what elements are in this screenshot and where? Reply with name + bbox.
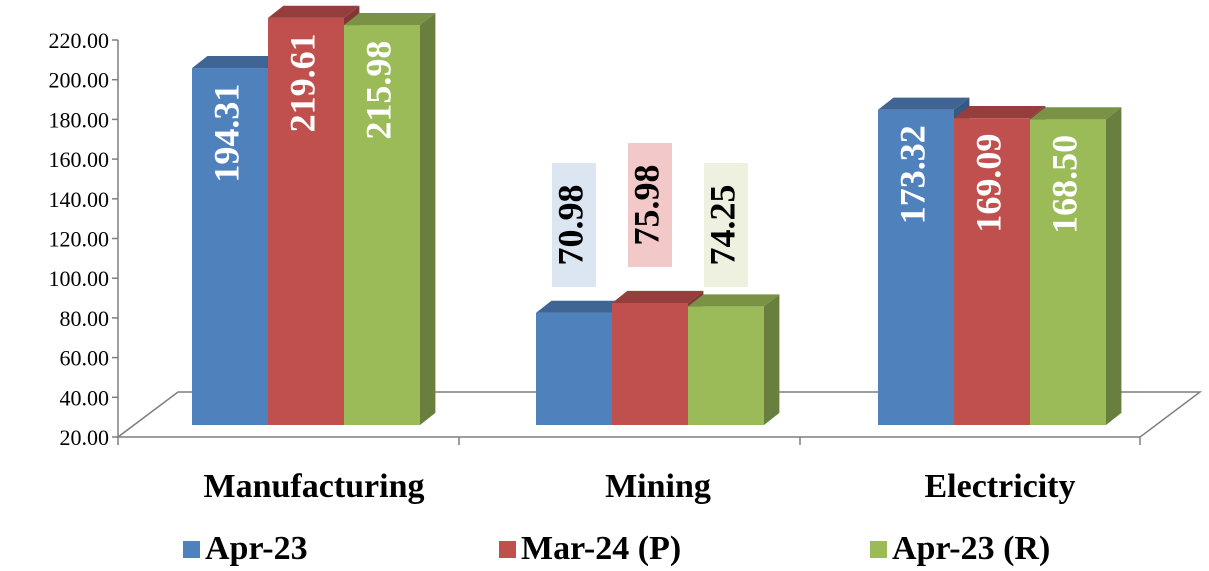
bar [344, 25, 420, 425]
bar-top [612, 290, 704, 303]
data-labels: 194.31 219.61 215.98 70.98 75.98 74.25 173.32 1… [206, 33, 1084, 287]
data-label: 75.98 [626, 165, 666, 246]
y-tick-label: 80.00 [60, 306, 110, 331]
y-tick-label: 140.00 [49, 187, 110, 212]
bar-side [764, 294, 780, 425]
y-axis: 20.00 40.00 60.00 80.00 100.00 120.00 140.00 16… [49, 28, 1141, 450]
bar-top [536, 300, 628, 313]
y-tick-label: 180.00 [49, 107, 110, 132]
bar-top [192, 55, 284, 69]
bar [954, 118, 1030, 426]
y-tick-label: 100.00 [49, 266, 110, 291]
x-category-label: Mining [605, 468, 711, 505]
bar-top [688, 294, 780, 307]
x-category-label: Electricity [924, 468, 1075, 505]
data-label: 219.61 [282, 33, 322, 132]
bar [612, 302, 688, 425]
bar [688, 306, 764, 425]
data-label-box [552, 163, 596, 287]
bar [268, 17, 344, 426]
bar [1030, 119, 1106, 425]
bar-top [344, 12, 436, 26]
y-tick-label: 200.00 [49, 68, 110, 93]
data-label: 168.50 [1044, 135, 1084, 234]
data-label: 70.98 [550, 185, 590, 266]
data-label: 169.09 [968, 134, 1008, 233]
x-axis-categories: Manufacturing Mining Electricity [204, 468, 1076, 505]
bar-top [1030, 107, 1122, 120]
legend-swatch [870, 541, 887, 558]
y-tick-label: 20.00 [60, 425, 110, 450]
legend-swatch [183, 541, 200, 558]
bar-top [878, 97, 970, 110]
bars [192, 5, 1122, 426]
data-label: 215.98 [358, 41, 398, 140]
y-tick-label: 220.00 [49, 28, 110, 53]
data-label: 173.32 [892, 125, 932, 224]
legend-label: Mar-24 (P) [521, 530, 681, 567]
data-label-box [704, 163, 748, 287]
bar [536, 312, 612, 425]
bar-side [420, 12, 436, 425]
data-label-box [628, 143, 672, 267]
data-label: 74.25 [702, 185, 742, 266]
legend-swatch [499, 541, 516, 558]
legend-label: Apr-23 [205, 530, 308, 567]
bar-side [1106, 107, 1122, 425]
bar-top [268, 5, 360, 18]
bar [878, 109, 954, 426]
x-category-label: Manufacturing [204, 468, 425, 505]
legend-label: Apr-23 (R) [892, 530, 1050, 567]
y-tick-label: 160.00 [49, 147, 110, 172]
y-tick-label: 120.00 [49, 227, 110, 252]
y-tick-label: 40.00 [60, 385, 110, 410]
data-label: 194.31 [206, 84, 246, 183]
legend: Apr-23 Mar-24 (P) Apr-23 (R) [183, 530, 1050, 567]
bar [192, 68, 268, 425]
bar-top [954, 106, 1046, 119]
y-tick-label: 60.00 [60, 346, 110, 371]
